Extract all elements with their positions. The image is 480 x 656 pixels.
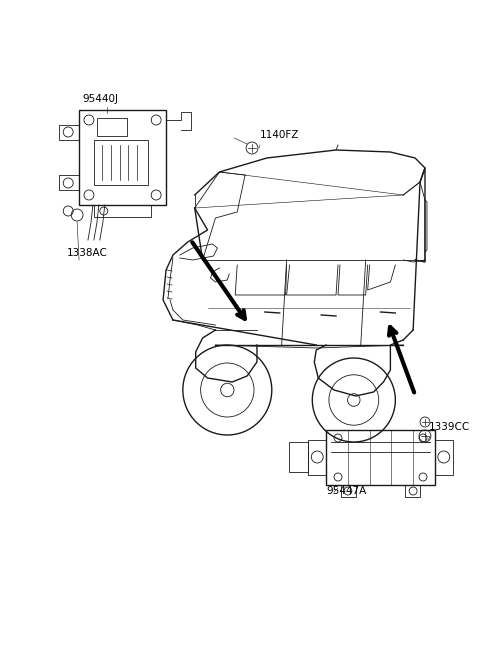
Bar: [326, 430, 435, 485]
Text: 1338AC: 1338AC: [67, 248, 108, 258]
Text: 1140FZ: 1140FZ: [260, 130, 300, 140]
Text: 95447A: 95447A: [326, 486, 366, 496]
Bar: [288, 442, 308, 472]
Text: 1339CC: 1339CC: [429, 422, 470, 432]
Bar: [79, 110, 166, 205]
Bar: [94, 140, 148, 185]
Bar: [97, 118, 127, 136]
Text: 95440J: 95440J: [82, 94, 118, 104]
